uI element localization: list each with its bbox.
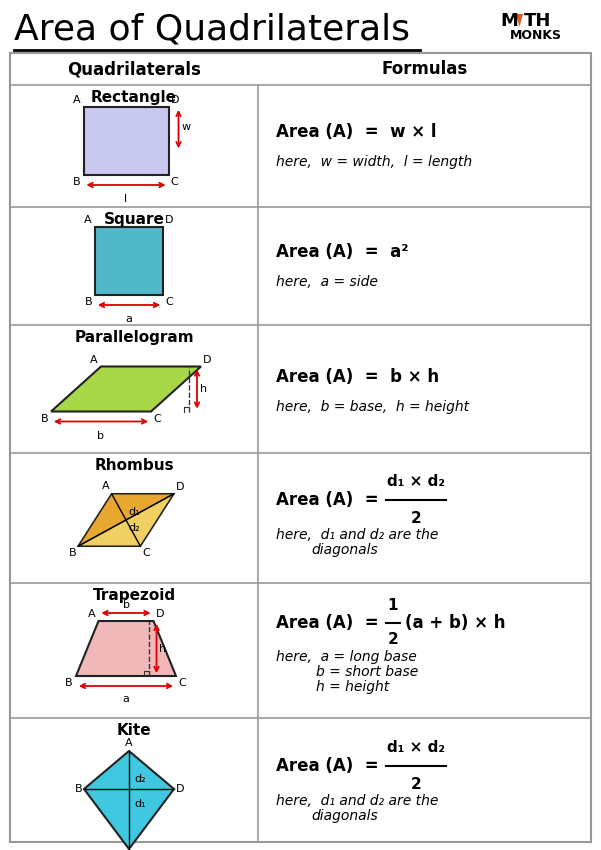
Polygon shape bbox=[79, 494, 174, 546]
Text: d₁ × d₂: d₁ × d₂ bbox=[387, 474, 445, 489]
Text: B: B bbox=[66, 678, 73, 688]
Bar bbox=[95, 227, 163, 295]
Text: B: B bbox=[84, 297, 92, 307]
Text: here,  a = side: here, a = side bbox=[276, 275, 378, 289]
Text: Area (A)  =: Area (A) = bbox=[276, 757, 385, 775]
Bar bbox=[84, 107, 168, 175]
Text: Area (A)  =  b × h: Area (A) = b × h bbox=[276, 368, 439, 386]
Polygon shape bbox=[51, 366, 201, 411]
Text: h: h bbox=[159, 643, 166, 654]
Text: D: D bbox=[156, 609, 164, 619]
Polygon shape bbox=[79, 494, 174, 546]
Text: Area (A)  =: Area (A) = bbox=[276, 614, 385, 632]
Text: Square: Square bbox=[103, 212, 165, 227]
Text: D: D bbox=[176, 784, 185, 794]
Text: Area of Quadrilaterals: Area of Quadrilaterals bbox=[14, 12, 410, 46]
Text: (a + b) × h: (a + b) × h bbox=[405, 614, 505, 632]
Text: B: B bbox=[40, 413, 48, 423]
Text: D: D bbox=[165, 215, 174, 225]
Text: here,  d₁ and d₂ are the: here, d₁ and d₂ are the bbox=[276, 528, 438, 542]
Text: d₂: d₂ bbox=[134, 774, 145, 784]
Text: A: A bbox=[90, 354, 98, 365]
Text: d₁: d₁ bbox=[134, 799, 145, 809]
Text: C: C bbox=[142, 548, 150, 558]
Text: b: b bbox=[97, 430, 105, 440]
Text: 2: 2 bbox=[410, 777, 421, 792]
Text: C: C bbox=[171, 177, 178, 187]
Text: here,  b = base,  h = height: here, b = base, h = height bbox=[276, 400, 469, 414]
Text: b = short base: b = short base bbox=[316, 666, 418, 679]
Text: Rhombus: Rhombus bbox=[94, 458, 174, 473]
Text: Area (A)  =  a²: Area (A) = a² bbox=[276, 243, 409, 261]
Text: Area (A)  =  w × l: Area (A) = w × l bbox=[276, 123, 436, 141]
Text: A: A bbox=[84, 215, 92, 225]
Polygon shape bbox=[76, 621, 176, 676]
Text: B: B bbox=[69, 548, 76, 558]
Text: d₂: d₂ bbox=[128, 523, 139, 533]
Text: w: w bbox=[182, 122, 191, 133]
Text: C: C bbox=[178, 678, 186, 688]
Text: B: B bbox=[73, 177, 81, 187]
Text: here,  a = long base: here, a = long base bbox=[276, 650, 416, 665]
Text: C: C bbox=[165, 297, 172, 307]
Polygon shape bbox=[79, 494, 174, 546]
Text: h = height: h = height bbox=[316, 681, 389, 694]
Text: 2: 2 bbox=[388, 632, 398, 648]
Polygon shape bbox=[516, 14, 523, 27]
Polygon shape bbox=[84, 751, 174, 849]
Text: b: b bbox=[123, 600, 129, 610]
Text: h: h bbox=[200, 384, 207, 394]
Text: M: M bbox=[500, 12, 518, 30]
Text: 2: 2 bbox=[410, 511, 421, 526]
Text: A: A bbox=[73, 95, 81, 105]
Text: l: l bbox=[124, 194, 127, 204]
Text: d₁: d₁ bbox=[128, 507, 139, 517]
Text: 1: 1 bbox=[388, 598, 398, 613]
Text: TH: TH bbox=[524, 12, 551, 30]
Text: Parallelogram: Parallelogram bbox=[74, 330, 194, 345]
Text: a: a bbox=[126, 314, 132, 324]
Text: D: D bbox=[175, 482, 184, 492]
Text: diagonals: diagonals bbox=[311, 543, 378, 557]
Text: a: a bbox=[123, 694, 129, 704]
Text: Formulas: Formulas bbox=[382, 60, 468, 78]
Text: D: D bbox=[203, 354, 212, 365]
Text: diagonals: diagonals bbox=[311, 809, 378, 823]
Text: A: A bbox=[102, 481, 110, 491]
Text: here,  w = width,  l = length: here, w = width, l = length bbox=[276, 155, 472, 169]
Text: C: C bbox=[153, 413, 160, 423]
Text: A: A bbox=[125, 738, 133, 748]
Text: d₁ × d₂: d₁ × d₂ bbox=[387, 740, 445, 755]
Text: Quadrilaterals: Quadrilaterals bbox=[67, 60, 201, 78]
Text: Kite: Kite bbox=[117, 723, 151, 738]
Text: B: B bbox=[75, 784, 82, 794]
Text: Trapezoid: Trapezoid bbox=[93, 588, 175, 603]
Text: Area (A)  =: Area (A) = bbox=[276, 491, 385, 509]
Text: MONKS: MONKS bbox=[510, 29, 562, 42]
Text: Rectangle: Rectangle bbox=[91, 90, 177, 105]
Text: D: D bbox=[171, 95, 179, 105]
Text: A: A bbox=[88, 609, 96, 619]
Text: here,  d₁ and d₂ are the: here, d₁ and d₂ are the bbox=[276, 794, 438, 808]
